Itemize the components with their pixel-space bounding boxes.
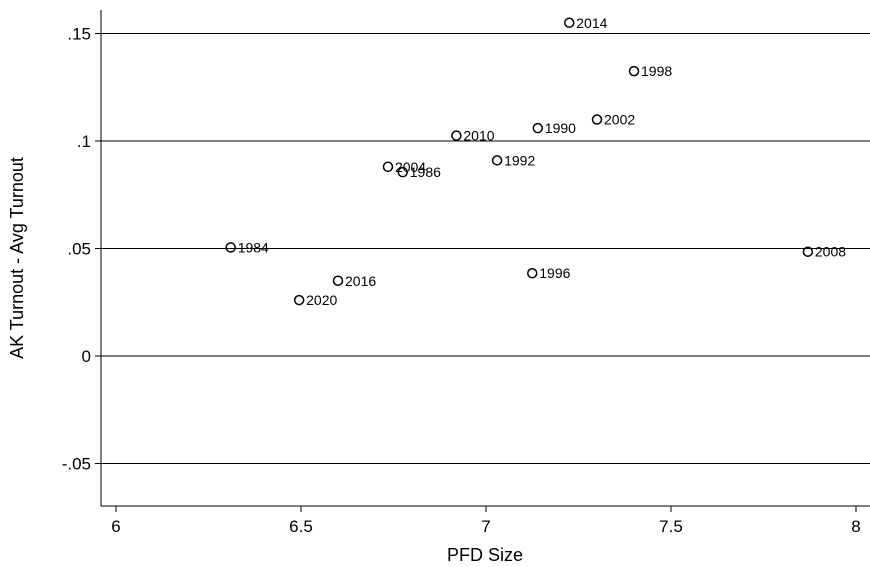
data-point bbox=[532, 122, 544, 134]
data-point bbox=[591, 114, 603, 125]
x-tick-label: 7 bbox=[481, 517, 490, 536]
data-point-label: 2008 bbox=[815, 244, 846, 260]
data-point-label: 1992 bbox=[504, 152, 535, 168]
y-tick-label: 0 bbox=[82, 347, 91, 366]
y-ticks: -.05 0 .05 .1 .15 bbox=[62, 25, 101, 474]
y-tick-label: .1 bbox=[77, 132, 91, 151]
data-point-label: 2014 bbox=[576, 15, 607, 31]
data-point-label: 1990 bbox=[545, 120, 576, 136]
data-point bbox=[293, 294, 305, 306]
x-tick-label: 6.5 bbox=[289, 517, 313, 536]
data-point-label: 1984 bbox=[238, 239, 269, 255]
data-point bbox=[451, 130, 462, 141]
data-points: 1984 1986 1990 1992 1996 1998 2002 2004 2008 2010… bbox=[225, 15, 846, 308]
data-point-label: 2010 bbox=[463, 128, 494, 144]
data-point bbox=[225, 242, 236, 253]
y-tick-label: .15 bbox=[67, 25, 91, 44]
data-point-label: 2002 bbox=[604, 112, 635, 128]
x-axis-title: PFD Size bbox=[447, 545, 523, 565]
x-tick-label: 6 bbox=[111, 517, 120, 536]
x-ticks: 6 6.5 7 7.5 8 bbox=[111, 506, 861, 536]
x-tick-label: 7.5 bbox=[659, 517, 683, 536]
data-point-label: 1998 bbox=[641, 63, 672, 79]
gridlines bbox=[101, 33, 870, 464]
data-point bbox=[527, 267, 538, 279]
data-point bbox=[628, 65, 640, 77]
data-point-label: 2016 bbox=[345, 273, 376, 289]
y-axis-title: AK Turnout - Avg Turnout bbox=[7, 157, 27, 359]
data-point bbox=[491, 155, 503, 166]
data-point bbox=[802, 246, 814, 257]
x-tick-label: 8 bbox=[851, 517, 860, 536]
data-point-label: 1986 bbox=[410, 164, 441, 180]
data-point bbox=[564, 17, 575, 28]
data-point bbox=[397, 166, 408, 178]
data-point-label: 2004 bbox=[395, 159, 426, 175]
data-point-label: 1996 bbox=[539, 265, 570, 281]
y-tick-label: -.05 bbox=[62, 455, 91, 474]
data-point bbox=[382, 161, 394, 173]
data-point bbox=[332, 275, 344, 286]
data-point-label: 2020 bbox=[306, 292, 337, 308]
axes bbox=[100, 10, 870, 507]
y-tick-label: .05 bbox=[67, 240, 91, 259]
